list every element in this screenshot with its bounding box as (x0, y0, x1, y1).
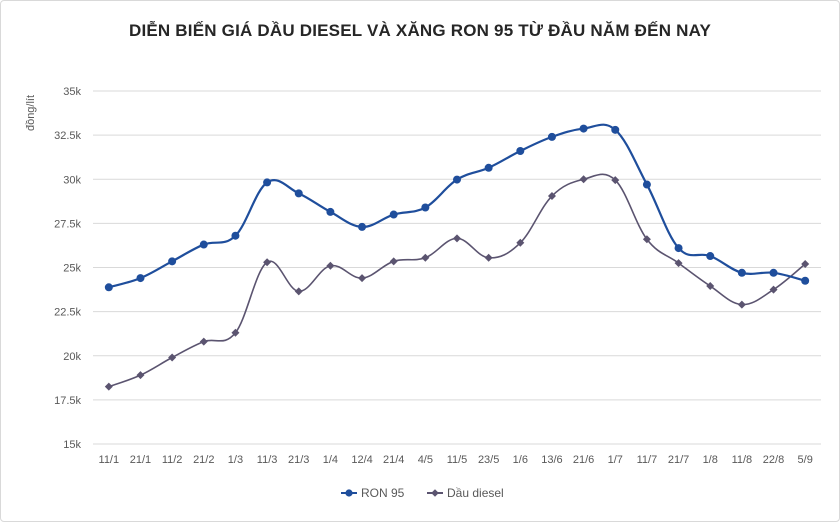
data-point (421, 203, 430, 212)
data-point (769, 285, 778, 294)
data-point (358, 274, 367, 283)
data-point (674, 244, 683, 253)
x-tick-label: 23/5 (478, 454, 499, 466)
data-point (642, 235, 651, 244)
x-tick-label: 21/2 (193, 454, 214, 466)
legend-marker (431, 489, 439, 497)
data-point (294, 189, 303, 198)
x-tick-label: 1/7 (608, 454, 623, 466)
y-tick-label: 17.5k (54, 395, 81, 407)
x-tick-label: 22/8 (763, 454, 784, 466)
legend: RON 95 Dầu diesel (341, 486, 504, 500)
data-point (801, 276, 810, 285)
y-tick-label: 25k (63, 263, 81, 275)
data-point (136, 371, 145, 380)
legend-item: RON 95 (341, 486, 405, 500)
data-point (642, 180, 651, 189)
data-point (263, 258, 272, 267)
data-point (358, 222, 367, 231)
data-point (547, 132, 556, 141)
x-tick-label: 1/6 (513, 454, 528, 466)
x-tick-label: 11/7 (637, 454, 658, 466)
y-axis-label: đồng/lít (25, 95, 37, 131)
x-tick-label: 13/6 (541, 454, 562, 466)
data-point (484, 253, 493, 262)
data-point (801, 259, 810, 268)
series-line (108, 123, 806, 289)
x-tick-label: 21/7 (668, 454, 689, 466)
series-group (104, 123, 810, 391)
x-tick-label: 11/5 (447, 454, 468, 466)
x-tick-label: 1/4 (323, 454, 338, 466)
data-point (453, 234, 461, 243)
x-tick-label: 5/9 (798, 454, 813, 466)
y-tick-label: 35k (63, 86, 81, 98)
x-tick-label: 21/4 (383, 454, 404, 466)
data-point (706, 282, 715, 291)
data-point (706, 252, 715, 261)
data-point (104, 382, 113, 391)
data-point (579, 124, 588, 133)
data-point (453, 175, 461, 184)
data-point (674, 259, 683, 268)
data-point (737, 268, 746, 277)
data-point (769, 268, 778, 277)
series-ron95 (104, 123, 810, 292)
data-point (579, 175, 588, 184)
y-tick-label: 20k (63, 351, 81, 363)
x-tick-label: 11/3 (257, 454, 278, 466)
gridlines (93, 90, 821, 445)
data-point (199, 337, 208, 346)
y-tick-label: 32.5k (54, 130, 81, 142)
data-point (136, 274, 145, 283)
y-tick-label: 22.5k (54, 307, 81, 319)
legend-marker (345, 489, 353, 497)
data-point (104, 283, 113, 292)
y-tick-label: 27.5k (54, 218, 81, 230)
data-point (484, 163, 493, 172)
x-tick-label: 11/2 (162, 454, 183, 466)
data-point (199, 240, 208, 249)
data-point (516, 147, 525, 156)
x-tick-label: 1/8 (703, 454, 718, 466)
legend-label: Dầu diesel (447, 486, 504, 500)
data-point (516, 238, 525, 247)
data-point (326, 261, 335, 270)
data-point (326, 207, 335, 216)
x-tick-label: 11/8 (732, 454, 753, 466)
data-point (231, 231, 240, 240)
y-tick-label: 15k (63, 439, 81, 451)
data-point (168, 353, 177, 362)
x-tick-label: 21/1 (130, 454, 151, 466)
x-tick-label: 11/1 (99, 454, 120, 466)
data-point (547, 192, 556, 201)
x-axis-ticks: 11/1 21/1 11/2 21/2 1/3 11/3 21/3 1/4 12/4 21/4 4/… (99, 454, 813, 466)
legend-label: RON 95 (361, 486, 405, 500)
data-point (294, 287, 303, 296)
x-tick-label: 21/3 (288, 454, 309, 466)
x-tick-label: 21/6 (573, 454, 594, 466)
chart-title: DIỄN BIẾN GIÁ DẦU DIESEL VÀ XĂNG RON 95 … (128, 21, 712, 40)
data-point (231, 328, 240, 337)
series-line (108, 173, 806, 388)
y-axis-ticks: 15k 17.5k 20k 22.5k 25k 27.5k 30k 32.5k 35k (54, 86, 81, 451)
data-point (389, 210, 398, 219)
data-point (737, 300, 746, 309)
data-point (168, 257, 177, 266)
legend-item: Dầu diesel (427, 486, 504, 500)
data-point (611, 176, 620, 185)
series-diesel (104, 173, 810, 391)
data-point (389, 257, 398, 266)
data-point (421, 253, 430, 262)
y-tick-label: 30k (63, 174, 81, 186)
data-point (263, 178, 272, 187)
x-tick-label: 1/3 (228, 454, 243, 466)
data-point (611, 125, 620, 134)
x-tick-label: 4/5 (418, 454, 433, 466)
x-tick-label: 12/4 (351, 454, 372, 466)
